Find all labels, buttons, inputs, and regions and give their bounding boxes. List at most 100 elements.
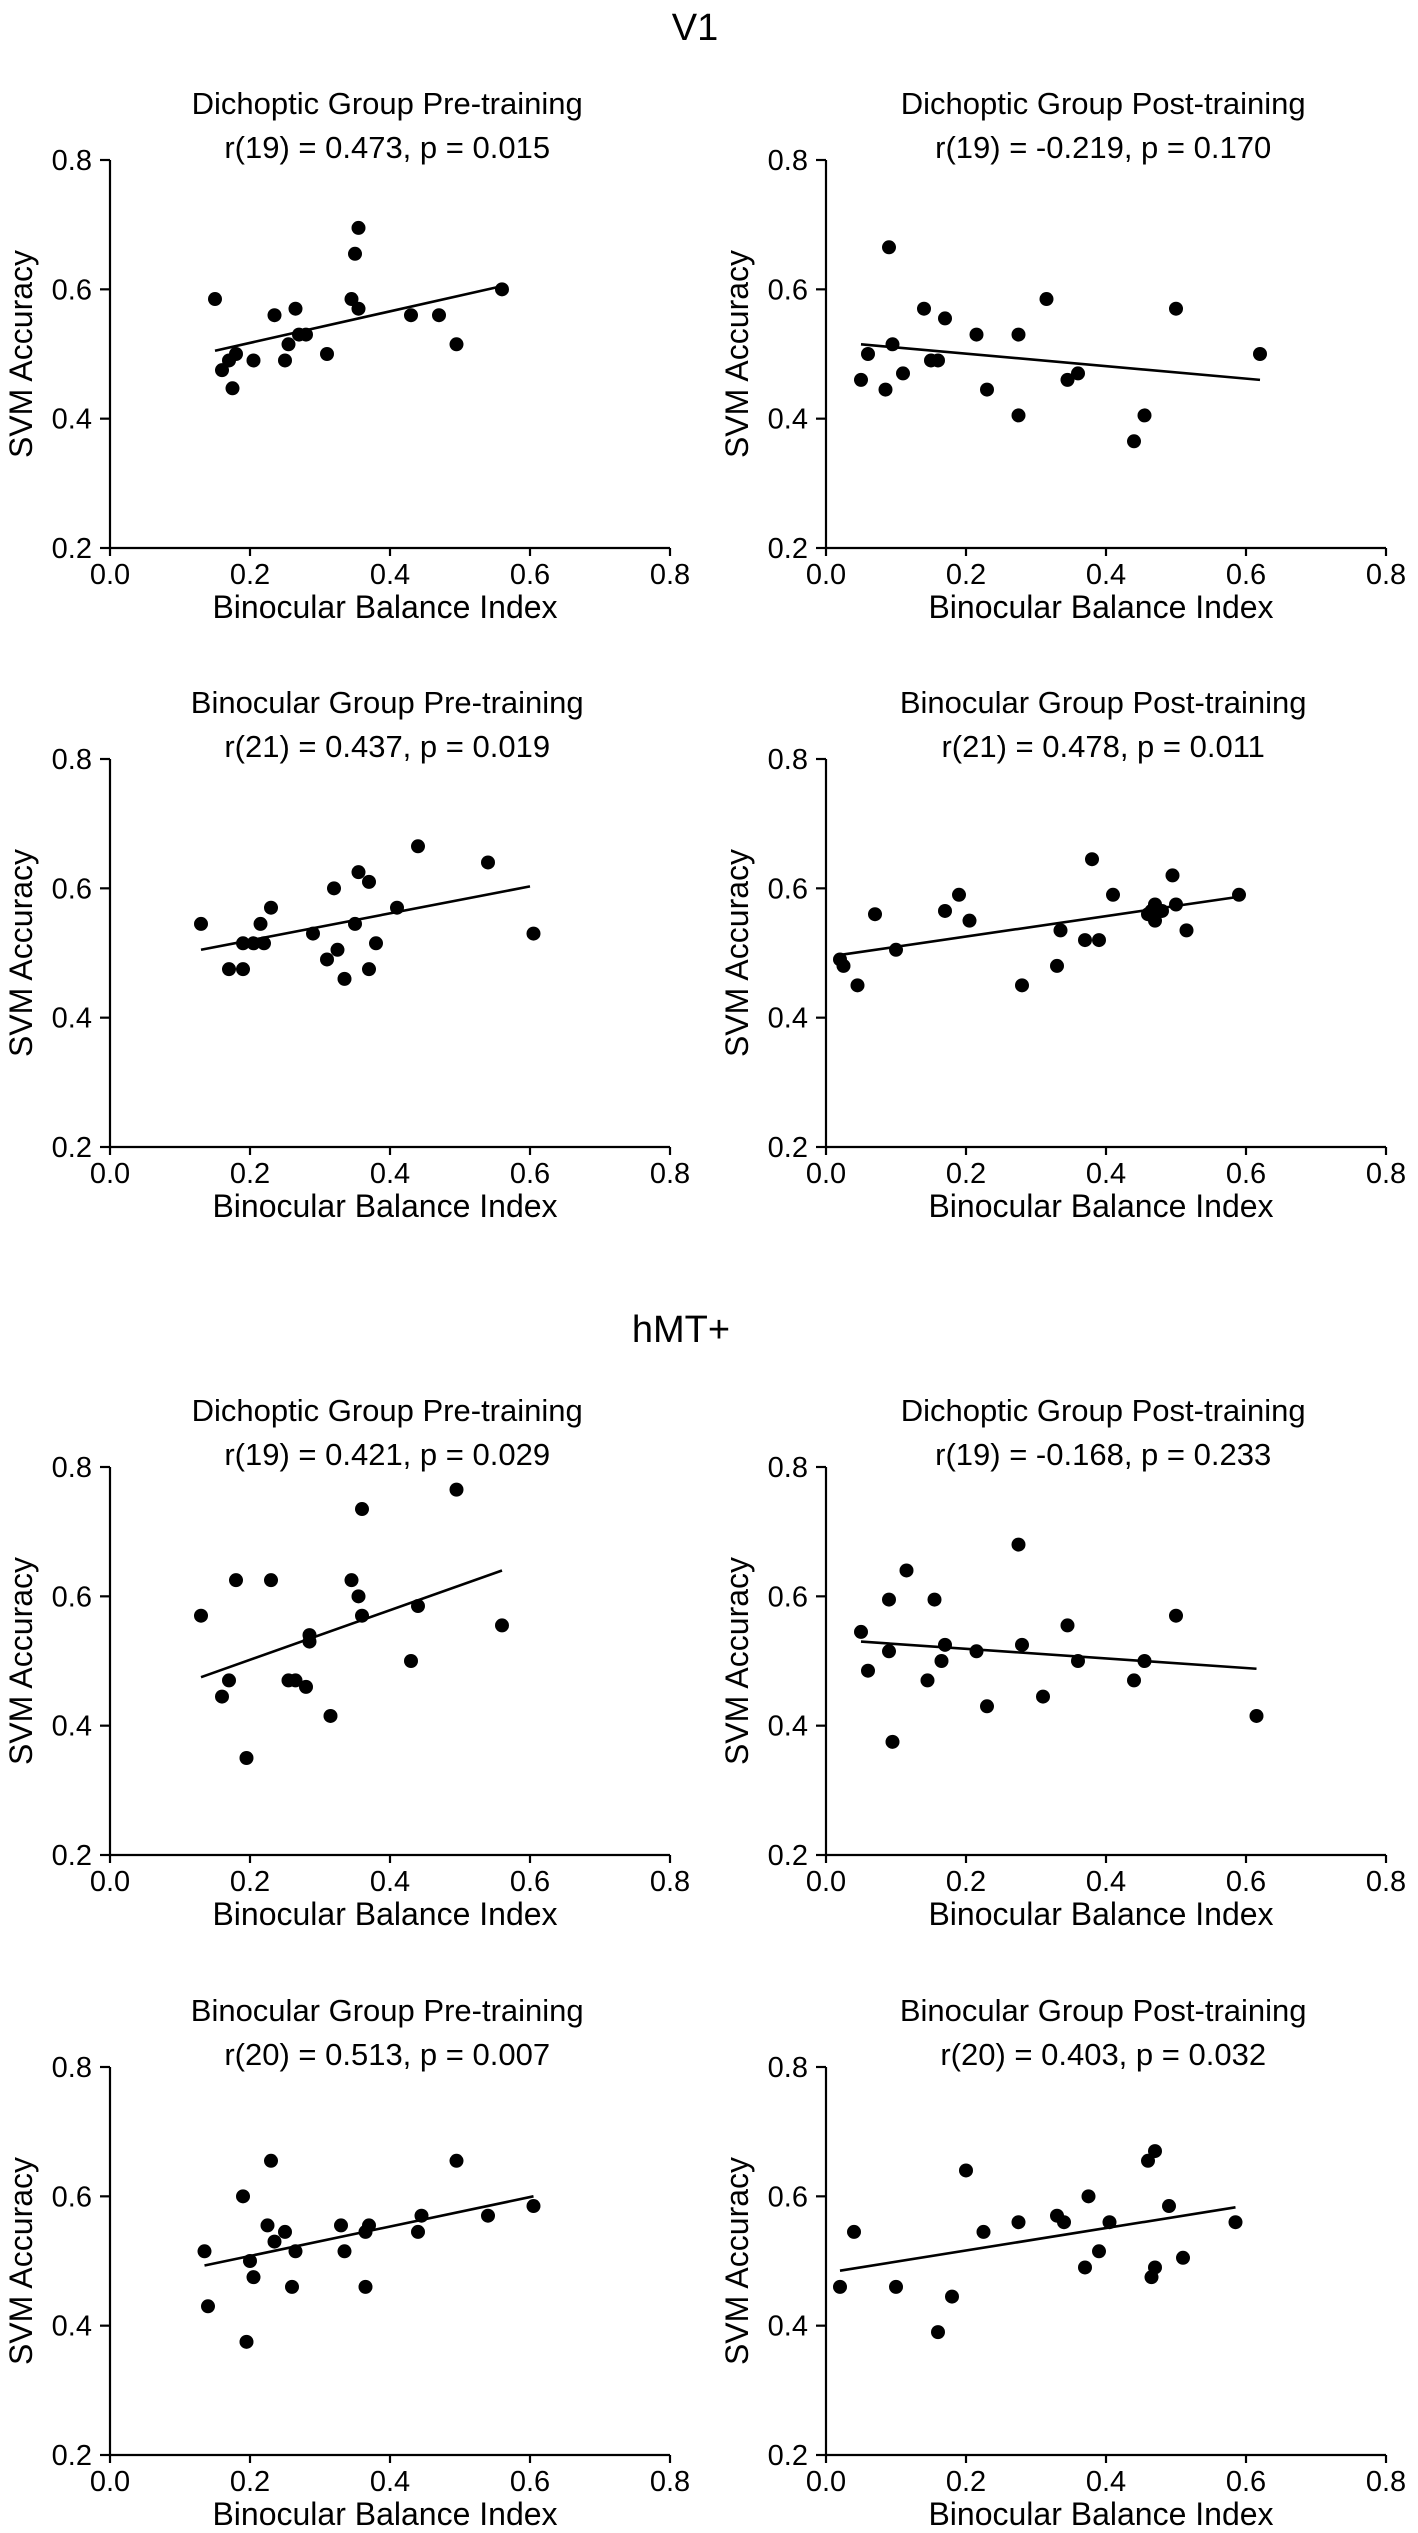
data-point — [1102, 2215, 1117, 2230]
data-point — [351, 1589, 366, 1604]
data-point — [1011, 2215, 1026, 2230]
data-point — [882, 1592, 896, 1607]
y-tick-label: 0.2 — [52, 2440, 92, 2472]
data-point — [1053, 923, 1068, 938]
data-point — [449, 2153, 464, 2168]
y-tick-label: 0.8 — [52, 744, 92, 776]
x-tick-label: 0.0 — [806, 2466, 846, 2498]
data-point — [1085, 852, 1099, 867]
chart-subtitle: r(19) = 0.473, p = 0.015 — [224, 130, 550, 165]
x-tick-label: 0.2 — [230, 2466, 270, 2498]
y-tick-label: 0.6 — [768, 2181, 808, 2213]
data-point — [847, 2224, 861, 2239]
y-tick-label: 0.8 — [52, 1452, 92, 1484]
y-tick-label: 0.6 — [52, 873, 92, 905]
data-point — [833, 2279, 847, 2294]
data-point — [288, 2244, 303, 2259]
chart-title: Dichoptic Group Pre-training — [192, 86, 583, 121]
x-tick-label: 0.2 — [946, 1158, 986, 1190]
chart-title: Dichoptic Group Post-training — [901, 86, 1306, 121]
data-point — [980, 1699, 994, 1714]
data-point — [526, 926, 541, 941]
data-point — [334, 2218, 348, 2233]
data-point — [1078, 2260, 1092, 2275]
data-point — [215, 1689, 229, 1704]
x-tick-label: 0.8 — [650, 1866, 690, 1898]
regression-line — [860, 343, 1261, 382]
chart-subtitle: r(20) = 0.513, p = 0.007 — [224, 2037, 550, 2072]
y-axis-label: SVM Accuracy — [719, 250, 755, 458]
data-point — [1179, 923, 1194, 938]
data-point — [899, 1563, 914, 1578]
x-tick-label: 0.4 — [370, 559, 410, 591]
chart-title: Dichoptic Group Pre-training — [192, 1393, 583, 1428]
y-tick-label: 0.8 — [52, 145, 92, 177]
data-point — [323, 1708, 338, 1723]
data-point — [348, 246, 362, 261]
data-point — [495, 1618, 509, 1633]
data-point — [1057, 2215, 1071, 2230]
data-point — [938, 311, 952, 326]
y-tick-label: 0.2 — [52, 1132, 92, 1164]
data-point — [369, 936, 383, 951]
data-point — [1039, 292, 1054, 307]
x-tick-label: 0.6 — [1226, 1866, 1266, 1898]
chart-subtitle: r(21) = 0.478, p = 0.011 — [941, 729, 1264, 764]
data-point — [197, 2244, 212, 2259]
data-point — [330, 942, 345, 957]
y-tick-label: 0.6 — [52, 2181, 92, 2213]
data-point — [931, 2325, 945, 2340]
data-point — [896, 366, 910, 381]
y-tick-label: 0.8 — [768, 744, 808, 776]
data-point — [327, 881, 341, 896]
data-point — [246, 2270, 261, 2285]
data-point — [938, 1637, 952, 1652]
data-point — [889, 2279, 903, 2294]
x-tick-label: 0.0 — [90, 1158, 130, 1190]
y-tick-label: 0.8 — [52, 2052, 92, 2084]
data-point — [449, 337, 464, 352]
data-point — [861, 1663, 875, 1678]
data-point — [980, 382, 994, 397]
data-point — [351, 301, 366, 316]
data-point — [1141, 2153, 1155, 2168]
data-point — [362, 874, 376, 889]
data-point — [253, 916, 268, 931]
y-tick-label: 0.6 — [768, 873, 808, 905]
section-title-v1: V1 — [672, 7, 718, 49]
x-tick-label: 0.2 — [946, 559, 986, 591]
y-axis-label: SVM Accuracy — [719, 1557, 755, 1765]
data-point — [1060, 372, 1075, 387]
chart-subtitle: r(19) = -0.168, p = 0.233 — [935, 1437, 1271, 1472]
data-point — [236, 936, 250, 951]
x-tick-label: 0.0 — [806, 559, 846, 591]
data-point — [1127, 1673, 1141, 1688]
data-point — [1249, 1708, 1264, 1723]
scatter-chart-3: Binocular Group Pre-training r(21) = 0.43… — [3, 685, 690, 1224]
data-point — [320, 952, 334, 967]
section-title-hmt: hMT+ — [632, 1309, 730, 1351]
data-point — [229, 347, 243, 361]
data-point — [1169, 301, 1183, 316]
regression-line — [214, 284, 503, 353]
data-point — [288, 301, 303, 316]
data-point — [267, 308, 282, 323]
x-tick-label: 0.4 — [370, 1866, 410, 1898]
x-tick-label: 0.2 — [946, 1866, 986, 1898]
data-point — [1148, 2260, 1162, 2275]
data-point — [882, 1644, 896, 1659]
data-point — [194, 1608, 208, 1623]
x-tick-label: 0.6 — [1226, 559, 1266, 591]
x-axis-label: Binocular Balance Index — [928, 2496, 1273, 2532]
y-tick-label: 0.4 — [768, 404, 808, 436]
y-tick-label: 0.8 — [768, 145, 808, 177]
data-point — [1137, 1654, 1152, 1668]
data-point — [194, 916, 208, 931]
x-tick-label: 0.6 — [1226, 1158, 1266, 1190]
data-point — [236, 2189, 250, 2204]
data-point — [1155, 903, 1169, 918]
y-tick-label: 0.4 — [768, 1711, 808, 1743]
data-point — [358, 2279, 373, 2294]
data-point — [1050, 958, 1064, 973]
data-point — [1092, 933, 1106, 948]
